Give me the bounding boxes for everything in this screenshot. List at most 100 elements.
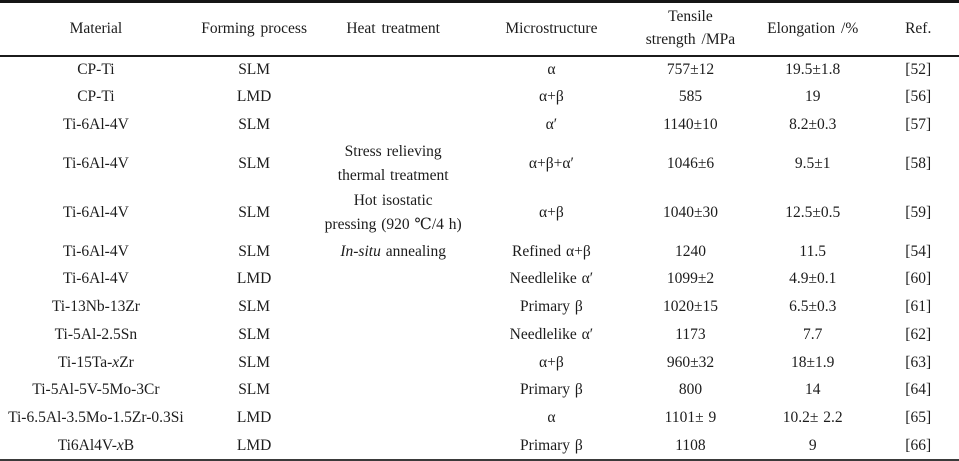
table-row: Ti-13Nb-13Zr SLM Primary β 1020±15 6.5±0.3 [6… (0, 293, 959, 321)
cell-ref: [61] (905, 298, 932, 316)
table-row: CP-Ti LMD α+β 585 19 [56] (0, 83, 959, 111)
cell-forming: LMD (236, 270, 272, 288)
table-row: Ti-6Al-4V SLM In-situ annealing Refined α+β… (0, 238, 959, 266)
column-header-micro: Microstructure (469, 1, 633, 57)
cell-ref: [66] (905, 436, 932, 454)
cell-micro: α (547, 409, 556, 427)
cell-heat (316, 265, 469, 293)
cell-tensile: 1140±10 (663, 115, 718, 133)
cell-material: Ti6Al4V-xB (57, 436, 135, 454)
cell-tensile: 585 (678, 88, 703, 106)
cell-ref: [59] (905, 203, 932, 221)
table-row: Ti-5Al-2.5Sn SLM Needlelike α′ 1173 7.7 [62] (0, 321, 959, 349)
cell-heat (316, 432, 469, 460)
cell-tensile: 1240 (674, 242, 706, 260)
cell-micro: Primary β (520, 298, 583, 316)
cell-tensile: 1046±6 (666, 154, 715, 172)
cell-micro: α (547, 60, 556, 78)
cell-ref: [60] (905, 270, 932, 288)
cell-forming: SLM (238, 242, 271, 260)
cell-elong: 6.5±0.3 (789, 298, 837, 316)
cell-micro: α+β (539, 88, 564, 106)
cell-heat (316, 83, 469, 111)
cell-tensile: 1099±2 (666, 270, 715, 288)
cell-elong: 9 (808, 436, 817, 454)
cell-forming: LMD (236, 88, 272, 106)
cell-elong: 4.9±0.1 (789, 270, 837, 288)
column-header-ref: Ref. (877, 1, 959, 57)
cell-elong: 19 (804, 88, 821, 106)
cell-heat: In-situ annealing (340, 242, 446, 260)
cell-forming: SLM (238, 325, 271, 343)
cell-heat (316, 111, 469, 139)
cell-ref: [65] (905, 409, 932, 427)
cell-heat (316, 321, 469, 349)
cell-tensile: 800 (678, 381, 703, 399)
cell-heat (316, 293, 469, 321)
cell-elong: 19.5±1.8 (785, 60, 841, 78)
cell-forming: SLM (238, 353, 271, 371)
cell-forming: SLM (238, 115, 271, 133)
table-row: Ti-15Ta-xZr SLM α+β 960±32 18±1.9 [63] (0, 349, 959, 377)
table-row: Ti-6.5Al-3.5Mo-1.5Zr-0.3Si LMD α 1101± 9 10.… (0, 404, 959, 432)
cell-tensile: 1173 (675, 325, 706, 343)
cell-micro: Refined α+β (512, 242, 591, 260)
cell-micro: α+β+α′ (528, 154, 574, 172)
cell-forming: LMD (236, 436, 272, 454)
table-row: Ti-6Al-4V SLM Stress relieving thermal trea… (0, 139, 959, 188)
table-row: Ti-6Al-4V SLM α′ 1140±10 8.2±0.3 [57] (0, 111, 959, 139)
cell-tensile: 1101± 9 (664, 409, 717, 427)
cell-ref: [56] (905, 88, 932, 106)
cell-forming: SLM (238, 60, 271, 78)
cell-heat (316, 56, 469, 84)
cell-elong: 18±1.9 (791, 353, 835, 371)
cell-material: Ti-6.5Al-3.5Mo-1.5Zr-0.3Si (8, 409, 184, 427)
cell-heat (316, 404, 469, 432)
cell-elong: 14 (804, 381, 821, 399)
cell-ref: [52] (905, 60, 932, 78)
cell-ref: [57] (905, 115, 932, 133)
cell-micro: Needlelike α′ (509, 270, 594, 288)
cell-heat: Stress relieving thermal treatment (337, 142, 449, 184)
cell-material: Ti-6Al-4V (63, 154, 129, 172)
cell-forming: SLM (238, 203, 271, 221)
cell-forming: LMD (236, 409, 272, 427)
cell-material: Ti-15Ta-xZr (57, 353, 134, 371)
table-row: Ti6Al4V-xB LMD Primary β 1108 9 [66] (0, 432, 959, 460)
cell-micro: α′ (545, 115, 558, 133)
cell-tensile: 1020±15 (662, 298, 718, 316)
cell-micro: Primary β (520, 436, 583, 454)
table-body: CP-Ti SLM α 757±12 19.5±1.8 [52] CP-Ti LMD α+β 58… (0, 56, 959, 461)
cell-elong: 12.5±0.5 (785, 203, 841, 221)
cell-micro: α+β (539, 203, 564, 221)
table-row: CP-Ti SLM α 757±12 19.5±1.8 [52] (0, 56, 959, 84)
cell-material: Ti-13Nb-13Zr (51, 298, 140, 316)
cell-forming: SLM (238, 298, 271, 316)
column-header-elong: Elongation /% (747, 1, 878, 57)
cell-material: Ti-6Al-4V (63, 203, 129, 221)
column-header-forming: Forming process (191, 1, 317, 57)
cell-heat: Hot isostatic pressing (920 ℃/4 h) (324, 191, 462, 233)
cell-material: Ti-6Al-4V (63, 115, 129, 133)
cell-elong: 7.7 (803, 325, 823, 343)
cell-micro: α+β (539, 353, 564, 371)
cell-material: Ti-5Al-2.5Sn (54, 325, 138, 343)
table-row: Ti-6Al-4V LMD Needlelike α′ 1099±2 4.9±0.1 [6… (0, 265, 959, 293)
cell-material: CP-Ti (77, 60, 115, 78)
table-row: Ti-5Al-5V-5Mo-3Cr SLM Primary β 800 14 [64] (0, 377, 959, 405)
column-header-heat: Heat treatment (316, 1, 470, 57)
table-header: Material Forming process Heat treatment Mic… (0, 1, 959, 57)
column-header-tensile: Tensile strength /MPa (632, 1, 748, 57)
cell-ref: [64] (905, 381, 932, 399)
cell-heat (316, 349, 469, 377)
cell-elong: 8.2±0.3 (789, 115, 837, 133)
cell-material: Ti-6Al-4V (63, 242, 129, 260)
cell-ref: [63] (905, 353, 932, 371)
cell-forming: SLM (238, 154, 271, 172)
header-row: Material Forming process Heat treatment Mic… (0, 1, 959, 57)
cell-material: CP-Ti (77, 88, 115, 106)
cell-ref: [62] (905, 325, 932, 343)
cell-micro: Primary β (520, 381, 583, 399)
